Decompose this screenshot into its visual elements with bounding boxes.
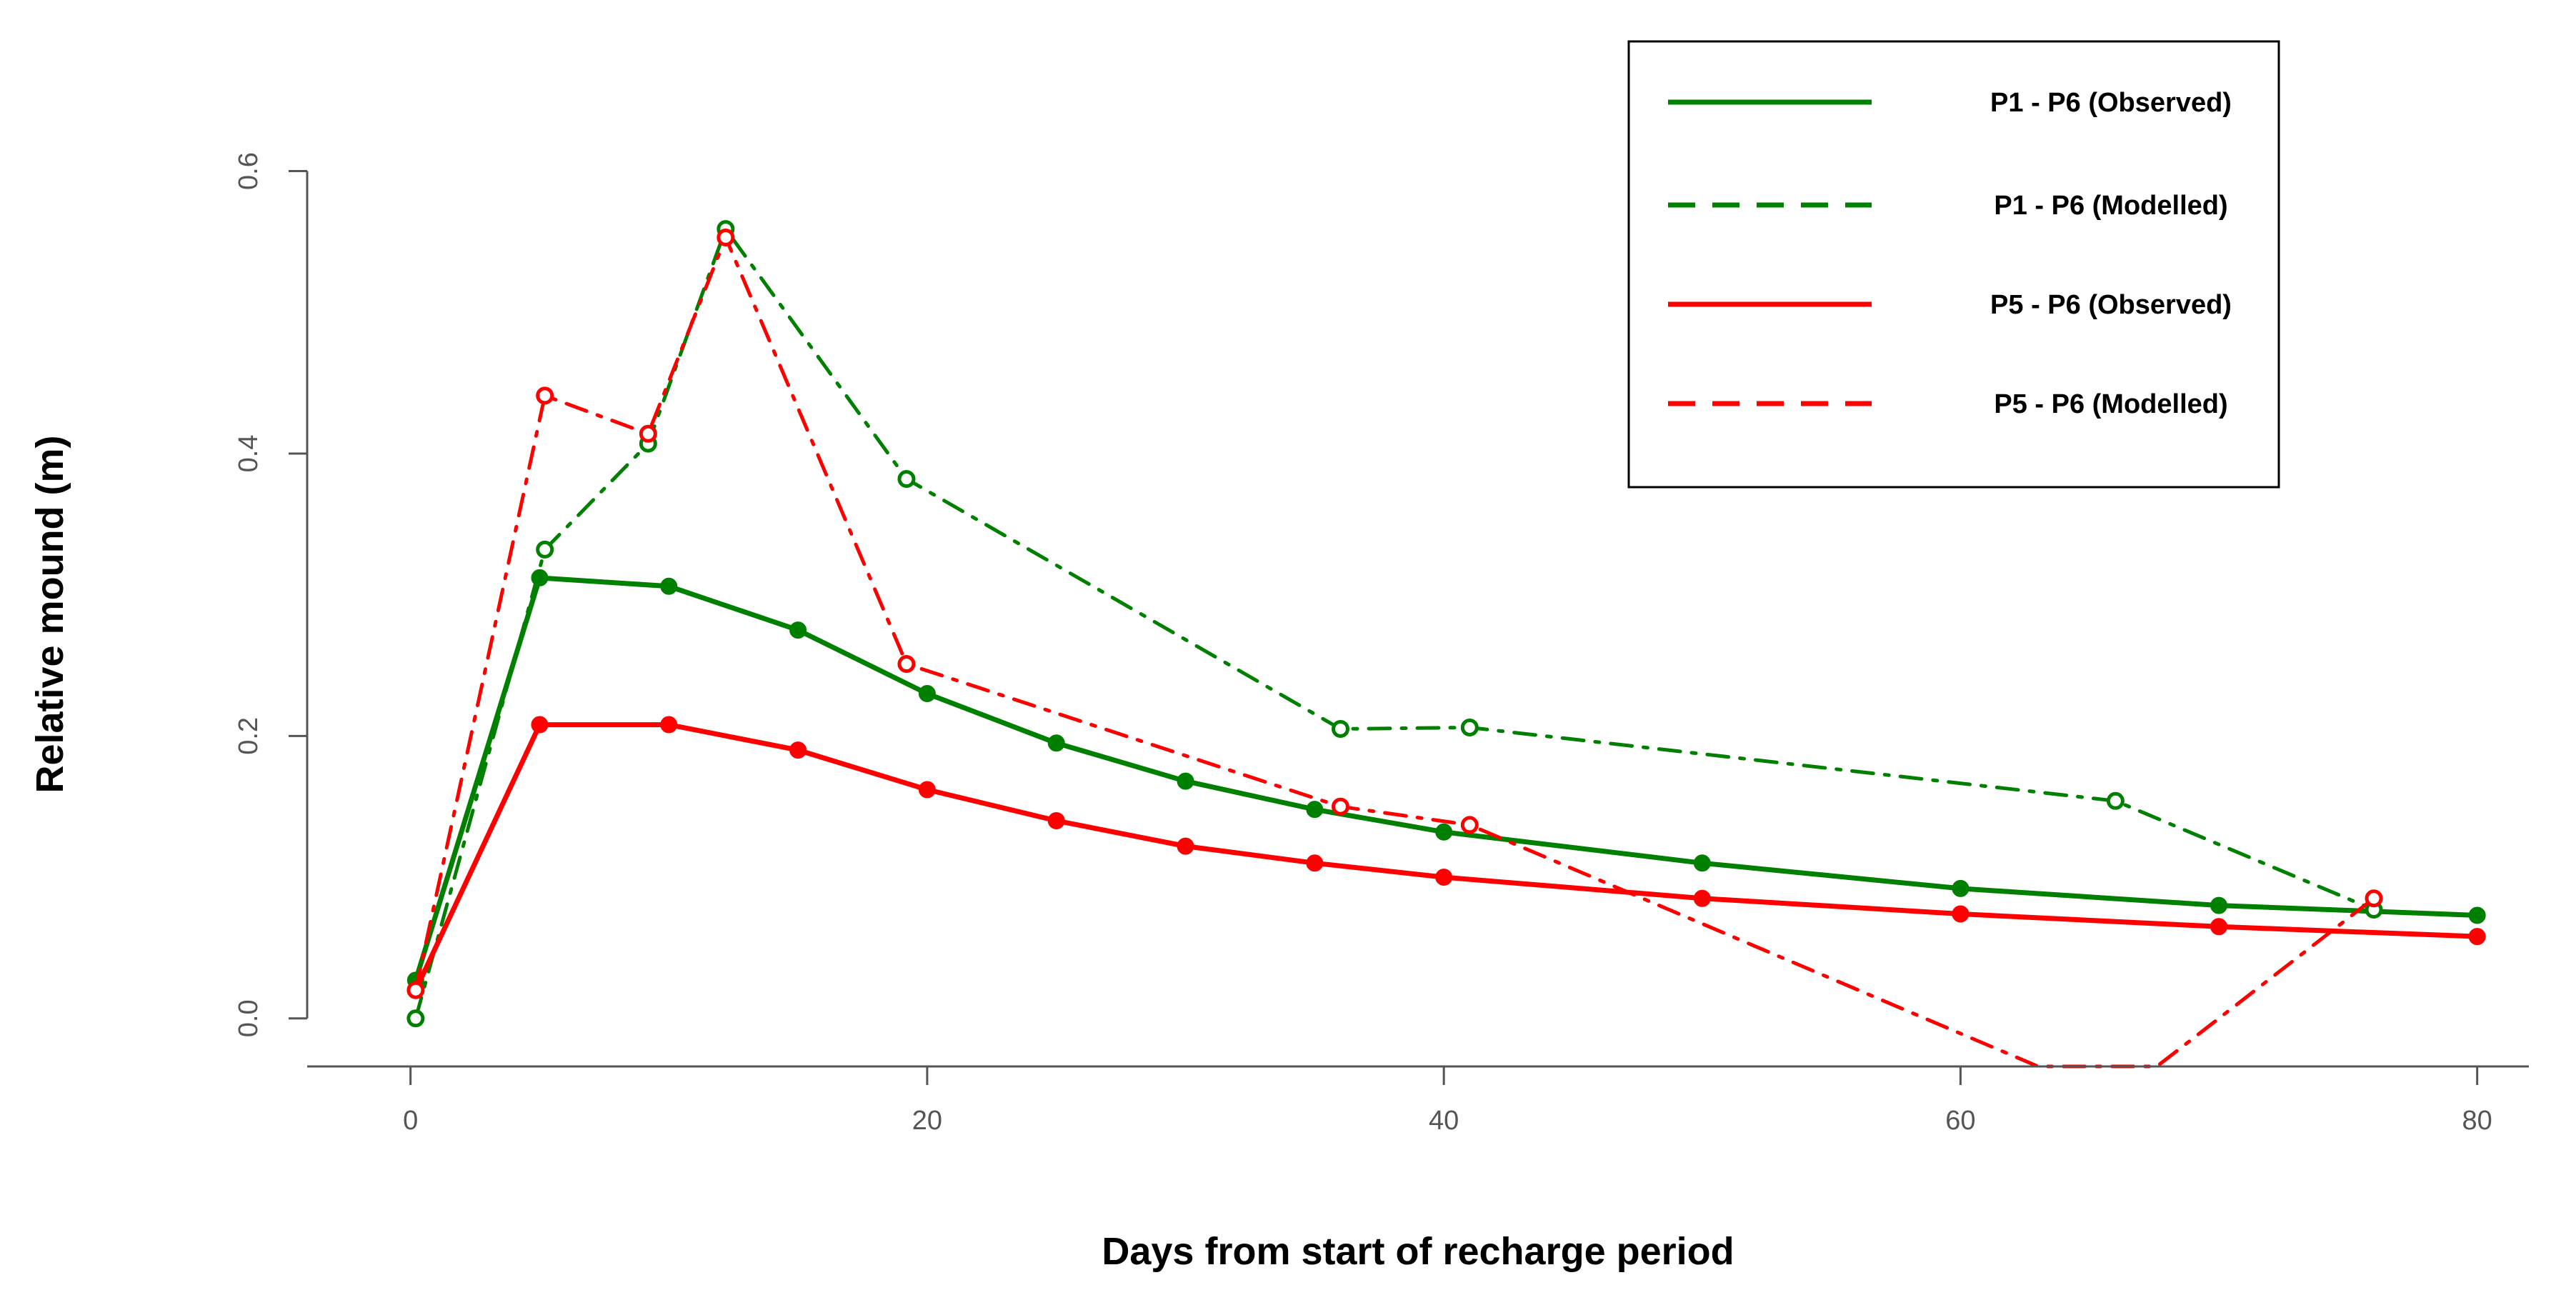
data-point [918,685,936,703]
data-point [1177,837,1194,855]
data-point [536,540,554,559]
data-point [1460,719,1479,737]
data-point [660,716,678,734]
data-point [406,981,425,999]
data-point [1332,797,1350,816]
data-point [1460,816,1479,834]
data-point [1952,905,1970,923]
x-tick-label: 60 [1945,1106,1975,1136]
data-point [1306,854,1324,872]
y-tick-label: 0.6 [234,152,264,190]
series-line [413,722,2480,993]
data-point [789,621,807,639]
x-tick-label: 80 [2462,1106,2492,1136]
data-point [639,424,657,443]
series-line [413,575,2480,983]
data-point [536,386,554,405]
x-tick-label: 20 [912,1106,942,1136]
data-point [1047,811,1065,829]
x-tick-label: 0 [403,1106,418,1136]
data-point [1047,734,1065,752]
data-point [1952,879,1970,897]
legend-box [1627,40,2280,489]
data-point [2365,889,2383,908]
data-point [531,716,549,734]
data-point [789,741,807,759]
data-point [897,655,916,674]
y-tick-label: 0.2 [234,717,264,755]
axes: 0 20 40 60 80 0.0 0.2 0.4 0.6 [234,152,2529,1136]
data-point [2468,906,2486,924]
legend-label: P5 - P6 (Modelled) [1994,389,2227,419]
data-point [1435,823,1453,841]
y-tick-label: 0.0 [234,999,264,1037]
data-point [406,1009,425,1028]
legend-entry: P1 - P6 (Modelled) [1668,191,2228,221]
data-point [2210,896,2228,914]
legend-entry: P1 - P6 (Observed) [1668,88,2232,118]
data-point [1693,889,1711,907]
legend-label: P5 - P6 (Observed) [1990,290,2232,320]
legend: P1 - P6 (Observed) P1 - P6 (Modelled) P5… [1627,40,2280,489]
data-point [2468,928,2486,946]
data-point [1693,854,1711,872]
y-axis-title: Relative mound (m) [29,435,71,793]
x-axis-title: Days from start of recharge period [1102,1230,1734,1273]
data-point [2210,918,2228,936]
data-point [660,577,678,595]
data-point [717,228,735,246]
data-point [1435,869,1453,886]
x-tick-label: 40 [1429,1106,1459,1136]
data-point [1177,772,1194,790]
legend-entry: P5 - P6 (Modelled) [1668,389,2228,419]
data-point [897,470,916,489]
y-tick-label: 0.4 [234,435,264,473]
legend-entry: P5 - P6 (Observed) [1668,290,2232,320]
legend-label: P1 - P6 (Modelled) [1994,191,2227,221]
data-point [2106,791,2125,810]
data-point [918,781,936,799]
data-point [1306,801,1324,819]
legend-label: P1 - P6 (Observed) [1990,88,2232,118]
data-point [1332,719,1350,738]
